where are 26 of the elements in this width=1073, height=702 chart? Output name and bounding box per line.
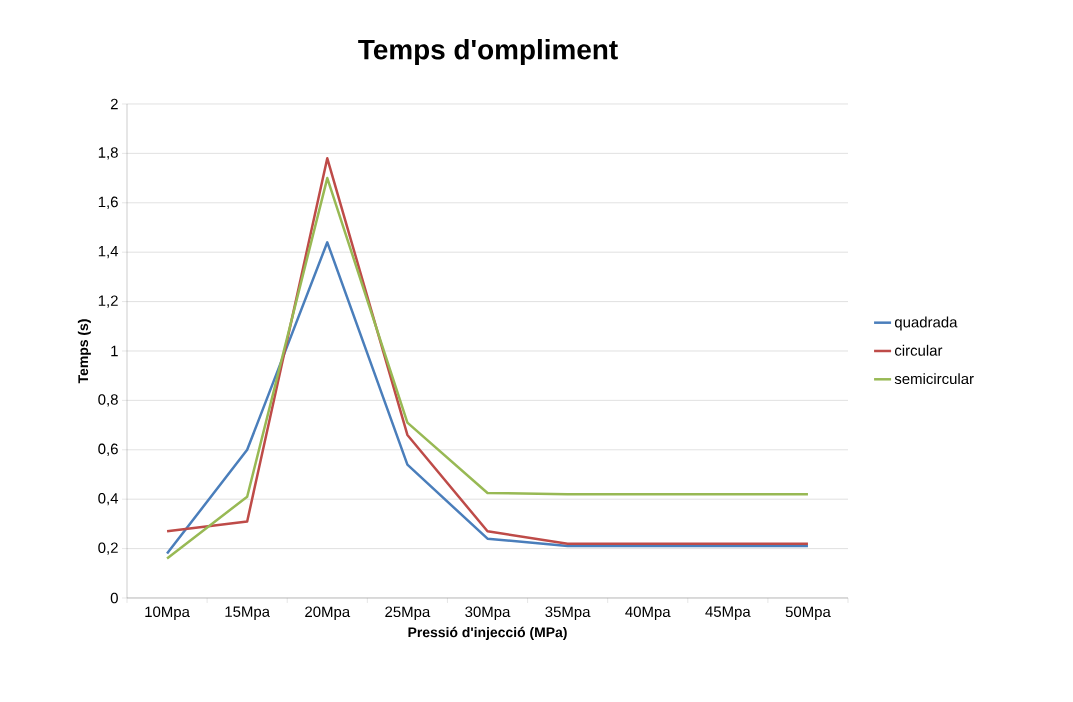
y-tick-label: 0,2: [98, 542, 118, 555]
y-tick-label: 0: [110, 592, 118, 604]
x-tick-label: 20Mpa: [305, 606, 351, 621]
x-tick-label: 15Mpa: [225, 606, 271, 620]
y-tick-label: 1,6: [98, 196, 118, 209]
legend-label: circular: [894, 344, 943, 356]
x-tick-label: 50Mpa: [785, 606, 831, 621]
x-tick-label: 10Mpa: [145, 606, 190, 621]
x-tick-label: 30Mpa: [465, 606, 511, 621]
x-axis-title: Pressió d'injecció (MPa): [408, 626, 567, 640]
y-tick-label: 0,8: [98, 394, 118, 407]
y-tick-label: 0,4: [98, 493, 119, 506]
legend-label: quadrada: [894, 316, 958, 331]
y-tick-label: 1,2: [98, 295, 118, 308]
y-tick-label: 1,4: [98, 246, 119, 259]
x-tick-label: 25Mpa: [385, 606, 431, 621]
chart-title: Temps d'ompliment: [358, 39, 618, 65]
x-tick-label: 35Mpa: [545, 606, 591, 621]
legend-label: semicircular: [894, 373, 974, 385]
y-tick-label: 1: [111, 345, 118, 357]
x-tick-label: 40Mpa: [625, 606, 671, 621]
y-axis-title: Temps (s): [77, 319, 91, 384]
y-tick-label: 0,6: [98, 443, 118, 456]
y-tick-label: 2: [110, 98, 118, 110]
y-tick-label: 1,8: [98, 147, 118, 160]
x-tick-label: 45Mpa: [705, 606, 751, 620]
